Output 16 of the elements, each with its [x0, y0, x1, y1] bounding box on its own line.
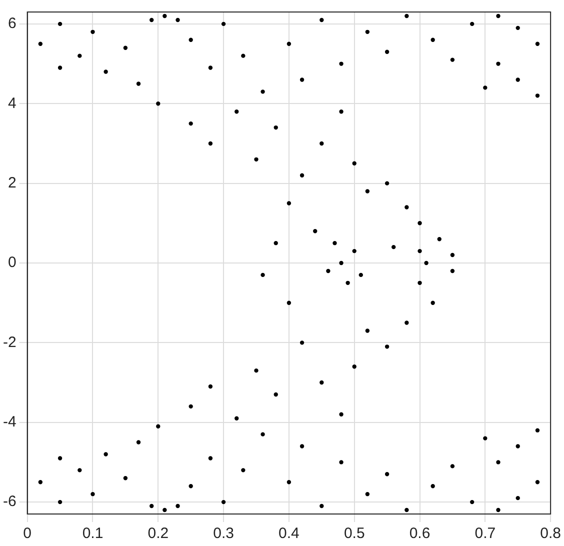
- x-tick-label: 0.5: [344, 525, 365, 542]
- y-tick-label: -4: [2, 414, 16, 431]
- x-tick-label: 0.8: [540, 525, 562, 542]
- y-tick-label: -6: [2, 493, 16, 510]
- x-tick-label: 0.4: [278, 525, 300, 542]
- y-tick-label: -2: [2, 334, 16, 351]
- x-tick-label: 0.1: [82, 525, 104, 542]
- x-tick-label: 0.6: [409, 525, 430, 542]
- y-tick-label: 2: [8, 174, 16, 192]
- x-tick-label: 0.2: [148, 525, 169, 542]
- y-tick-label: 4: [8, 94, 16, 112]
- x-tick-label: 0.3: [213, 525, 234, 542]
- y-tick-label: 0: [8, 254, 16, 272]
- x-tick-label: 0.7: [474, 525, 496, 542]
- x-tick-label: 0: [23, 525, 32, 542]
- y-tick-label: 6: [8, 15, 16, 32]
